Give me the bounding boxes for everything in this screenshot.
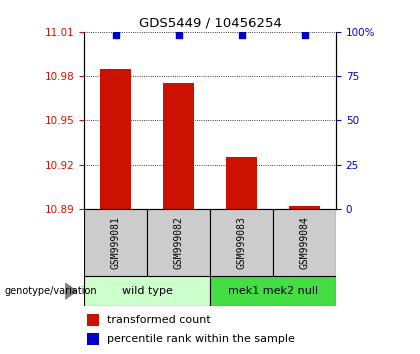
Point — [112, 33, 119, 38]
Text: genotype/variation: genotype/variation — [4, 286, 97, 296]
Bar — [210, 209, 273, 276]
Text: GSM999083: GSM999083 — [236, 216, 247, 269]
Bar — [84, 209, 147, 276]
Bar — [163, 84, 194, 209]
Point — [301, 33, 308, 38]
Title: GDS5449 / 10456254: GDS5449 / 10456254 — [139, 16, 281, 29]
Text: percentile rank within the sample: percentile rank within the sample — [107, 334, 294, 344]
Text: transformed count: transformed count — [107, 315, 210, 325]
Point — [175, 33, 182, 38]
Bar — [147, 209, 210, 276]
Bar — [210, 276, 336, 306]
Bar — [100, 69, 131, 209]
Bar — [87, 333, 99, 345]
Bar — [84, 276, 210, 306]
Bar — [226, 157, 257, 209]
Point — [238, 33, 245, 38]
Text: GSM999084: GSM999084 — [299, 216, 310, 269]
Text: wild type: wild type — [121, 286, 173, 296]
Bar — [87, 314, 99, 326]
Bar — [289, 206, 320, 209]
Text: mek1 mek2 null: mek1 mek2 null — [228, 286, 318, 296]
Polygon shape — [65, 282, 78, 300]
Bar — [273, 209, 336, 276]
Text: GSM999082: GSM999082 — [173, 216, 184, 269]
Text: GSM999081: GSM999081 — [110, 216, 121, 269]
